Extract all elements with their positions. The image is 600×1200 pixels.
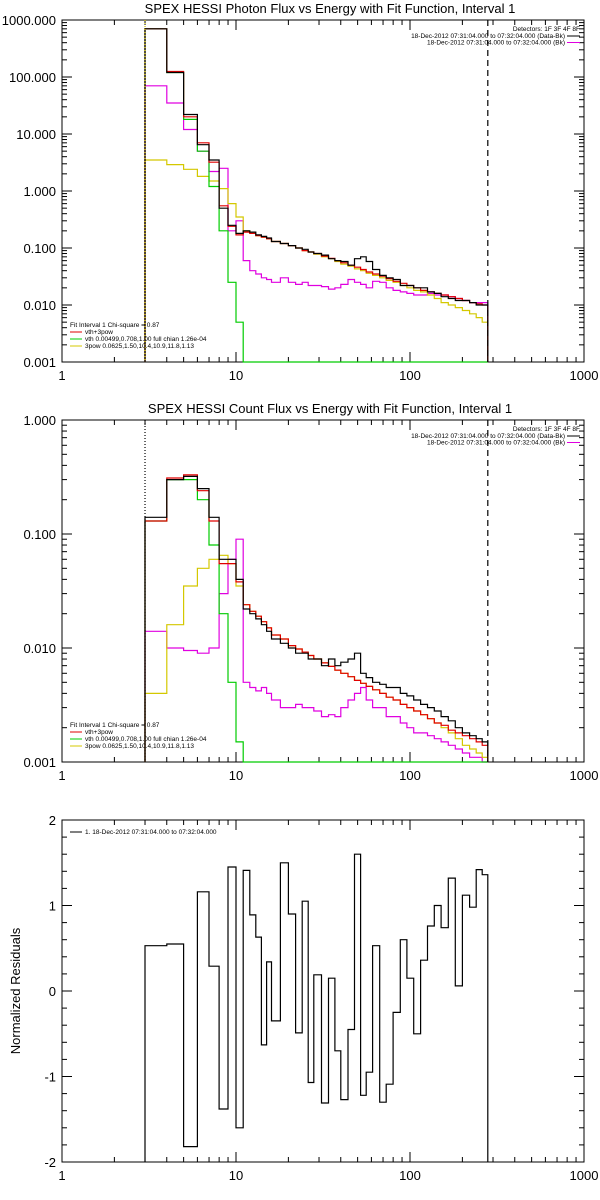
header-legend: 18-Dec-2012 07:31:04.000 to 07:32:04.000…: [411, 433, 580, 447]
x-tick-label: 1: [58, 768, 65, 783]
series-line-vth: [144, 28, 488, 363]
legend-label: 1. 18-Dec-2012 07:31:04.000 to 07:32:04.…: [85, 829, 217, 836]
header-entry-text: 18-Dec-2012 07:31:04.000 to 07:32:04.000…: [411, 433, 565, 440]
series-marks: [144, 474, 489, 763]
y-tick-label: 1: [49, 899, 56, 914]
y-tick-label: 0.010: [23, 298, 56, 313]
x-tick-label: 1000: [570, 1168, 599, 1183]
x-tick-label: 10: [229, 1168, 243, 1183]
legend-label: vth+3pow: [85, 729, 113, 736]
series-line-3pow: [144, 159, 489, 362]
legend-label: vth 0.00499,0.708,1.00 full chian 1.26e-…: [85, 336, 207, 343]
y-tick-label: 1.000: [23, 184, 56, 199]
header-entry-text: 18-Dec-2012 07:31:04.000 to 07:32:04.000…: [411, 33, 565, 40]
y-tick-label: -1: [44, 1070, 56, 1085]
detectors-label: Detectors: 1F 3F 4F 8F: [513, 426, 580, 433]
header-entry-text: 18-Dec-2012 07:31:04.000 to 07:32:04.000…: [427, 40, 565, 47]
series-line-data-bk: [144, 28, 489, 362]
marker-lines: [144, 20, 489, 362]
x-tick-label: 10: [229, 368, 243, 383]
residual-legend: 1. 18-Dec-2012 07:31:04.000 to 07:32:04.…: [70, 829, 217, 836]
x-axis-ticks: 1 10 100 1000: [58, 820, 598, 1183]
plot-frame: [61, 819, 585, 1163]
legend-title: Fit Interval 1 Chi-square = 0.87: [70, 722, 160, 729]
count-flux-panel: SPEX HESSI Count Flux vs Energy with Fit…: [23, 401, 598, 783]
x-tick-label: 100: [399, 368, 421, 383]
photon-flux-title: SPEX HESSI Photon Flux vs Energy with Fi…: [145, 1, 516, 16]
series-marks: [144, 853, 489, 1162]
y-tick-label: -2: [44, 1155, 56, 1170]
x-axis-ticks: 1 10 100 1000: [58, 20, 598, 383]
x-tick-label: 100: [399, 1168, 421, 1183]
x-axis-ticks: 1 10 100 1000: [58, 420, 598, 783]
y-tick-label: 1000.000: [2, 13, 56, 28]
legend-label: vth+3pow: [85, 329, 113, 336]
series-line-bk: [144, 538, 488, 763]
y-axis-ticks: 0.001 0.010 0.100 1.000 10.000 100.000 1000.00…: [2, 13, 584, 370]
plot-frame: [61, 419, 585, 763]
residuals-panel: 1 10 100 1000 -2 -1 0 1 2 1. 18-Dec-2012 07:31:…: [8, 813, 598, 1183]
x-tick-label: 1000: [570, 768, 599, 783]
count-flux-title: SPEX HESSI Count Flux vs Energy with Fit…: [148, 401, 512, 416]
y-axis-ticks: -2 -1 0 1 2: [44, 813, 584, 1170]
header-legend: 18-Dec-2012 07:31:04.000 to 07:32:04.000…: [411, 33, 580, 47]
y-tick-label: 0.100: [23, 241, 56, 256]
series-line-vth-3pow: [144, 474, 489, 762]
series-line-bk: [144, 85, 489, 362]
y-tick-label: 0.001: [23, 755, 56, 770]
legend-label: 3pow 0.0625,1.50,10.4,10.9,11.8,1.13: [85, 743, 194, 750]
series-line-vth: [144, 479, 488, 763]
series-line-data-bk: [144, 475, 489, 762]
x-tick-label: 1000: [570, 368, 599, 383]
legend-label: vth 0.00499,0.708,1.00 full chian 1.26e-…: [85, 736, 207, 743]
y-tick-label: 0.010: [23, 641, 56, 656]
y-tick-label: 0.001: [23, 355, 56, 370]
series-marks: [144, 28, 489, 363]
y-tick-label: 10.000: [16, 127, 56, 142]
photon-flux-panel: SPEX HESSI Photon Flux vs Energy with Fi…: [2, 1, 599, 383]
marker-lines: [144, 420, 489, 762]
y-axis-ticks: 0.001 0.010 0.100 1.000: [23, 413, 584, 770]
y-tick-label: 1.000: [23, 413, 56, 428]
y-axis-label: Normalized Residuals: [8, 927, 23, 1054]
x-tick-label: 100: [399, 768, 421, 783]
x-tick-label: 10: [229, 768, 243, 783]
y-tick-label: 0.100: [23, 527, 56, 542]
y-tick-label: 2: [49, 813, 56, 828]
series-line-residuals: [144, 853, 489, 1162]
header-entry-text: 18-Dec-2012 07:31:04.000 to 07:32:04.000…: [427, 440, 565, 447]
y-tick-label: 0: [49, 984, 56, 999]
detectors-label: Detectors: 1F 3F 4F 8F: [513, 26, 580, 33]
y-tick-label: 100.000: [9, 70, 56, 85]
x-tick-label: 1: [58, 1168, 65, 1183]
plot-frame: [61, 19, 585, 363]
x-tick-label: 1: [58, 368, 65, 383]
legend-label: 3pow 0.0625,1.50,10.4,10.9,11.8,1.13: [85, 343, 194, 350]
legend-title: Fit Interval 1 Chi-square = 0.87: [70, 322, 160, 329]
series-line-vth-3pow: [144, 28, 489, 362]
